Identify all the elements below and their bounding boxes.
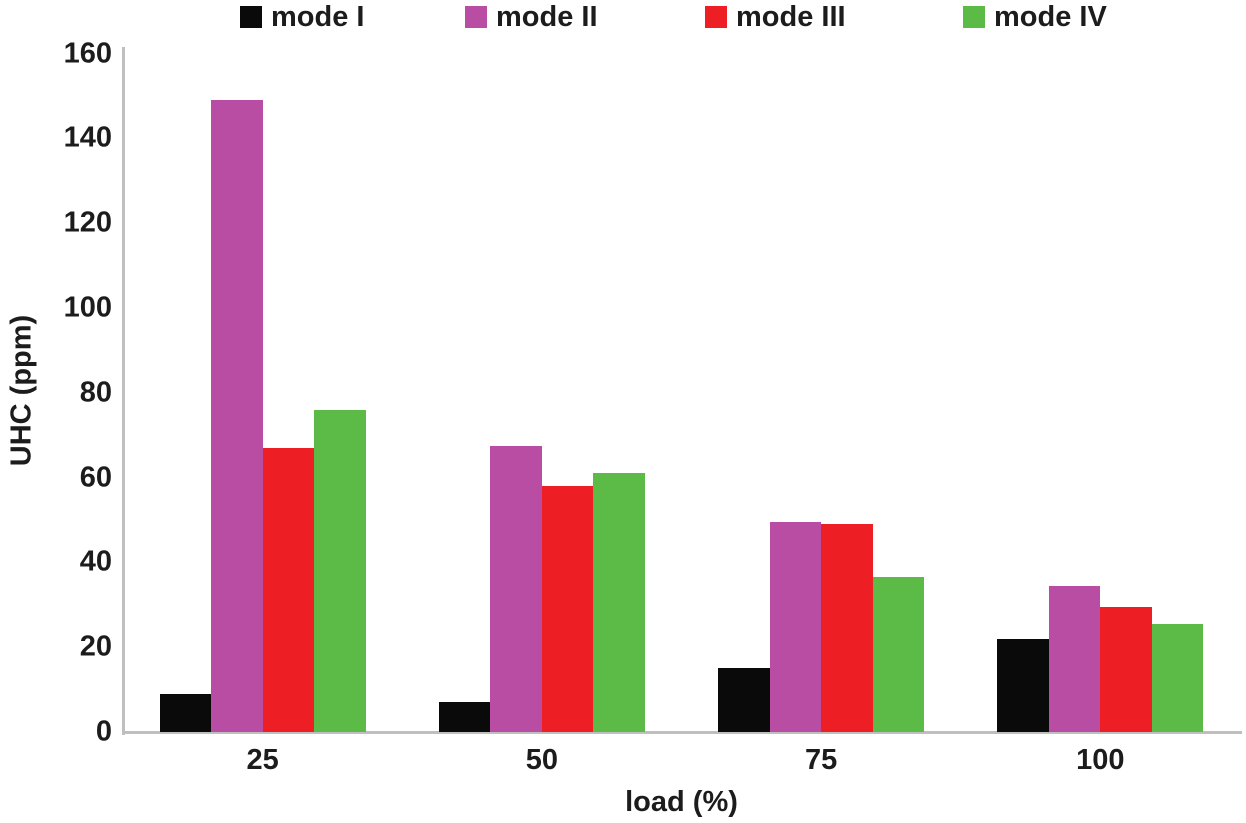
bar-mode-iii-load-75 [821, 524, 873, 732]
legend-item-mode-i: mode I [240, 2, 364, 32]
x-tick-label-75: 75 [804, 744, 838, 776]
y-tick-label-160: 160 [63, 37, 112, 69]
legend-swatch-mode-ii [465, 6, 487, 28]
bar-mode-i-load-50 [438, 702, 491, 732]
y-tick-label-100: 100 [63, 291, 112, 324]
x-axis-title: load (%) [625, 786, 738, 818]
y-axis-line [122, 47, 125, 735]
bar-mode-i-load-100 [997, 638, 1049, 732]
bar-mode-i-load-25 [159, 693, 212, 732]
x-axis-line [122, 731, 1242, 734]
y-tick-label-0: 0 [95, 715, 112, 748]
legend-label: mode IV [994, 1, 1107, 33]
bar-mode-iii-load-50 [541, 486, 594, 732]
legend-swatch-mode-iv [963, 6, 985, 28]
bar-mode-iv-load-100 [1151, 623, 1204, 732]
x-tick-label-100: 100 [1076, 744, 1125, 776]
y-tick-label-60: 60 [79, 461, 112, 494]
legend-item-mode-iii: mode III [705, 2, 846, 32]
y-tick-label-20: 20 [79, 630, 112, 663]
bar-mode-ii-load-75 [769, 522, 822, 732]
legend-swatch-mode-i [240, 6, 262, 28]
y-axis-title: UHC (ppm) [5, 314, 38, 467]
legend-label: mode III [736, 1, 846, 33]
legend-item-mode-iv: mode IV [963, 2, 1107, 32]
bar-mode-i-load-75 [718, 668, 770, 732]
bar-mode-iii-load-100 [1100, 606, 1152, 732]
y-tick-label-80: 80 [79, 376, 112, 409]
bar-mode-ii-load-100 [1048, 585, 1101, 732]
bar-mode-iv-load-50 [593, 473, 645, 732]
legend-item-mode-ii: mode II [465, 2, 598, 32]
bar-mode-ii-load-25 [211, 100, 263, 732]
bar-mode-iii-load-25 [262, 447, 315, 732]
legend-swatch-mode-iii [705, 6, 727, 28]
bar-mode-iv-load-75 [872, 577, 925, 732]
x-tick-label-25: 25 [246, 744, 279, 776]
bar-mode-iv-load-25 [314, 409, 366, 732]
y-tick-label-40: 40 [79, 545, 112, 578]
y-tick-label-140: 140 [63, 121, 112, 154]
x-tick-label-50: 50 [525, 744, 559, 776]
legend-label: mode I [271, 1, 365, 33]
legend-label: mode II [496, 1, 598, 33]
y-tick-label-120: 120 [63, 206, 112, 239]
bar-mode-ii-load-50 [490, 445, 542, 732]
